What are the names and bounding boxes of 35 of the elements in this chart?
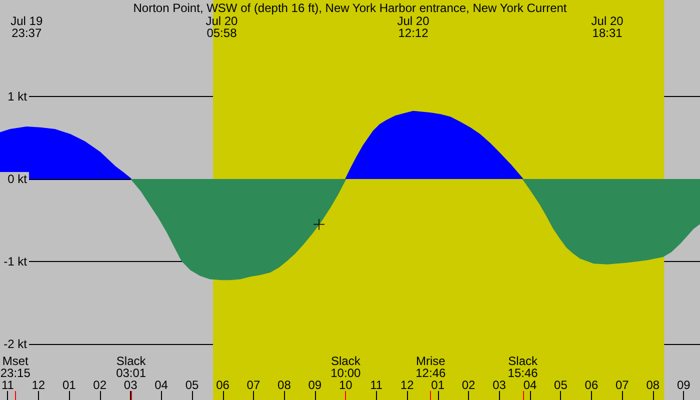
y-tick-label: 1 kt: [8, 89, 28, 104]
x-tick-label: 06: [584, 378, 598, 392]
x-tick-label: 05: [185, 378, 200, 392]
x2-tick-label: Jul 19 23:37: [10, 14, 43, 40]
x2-tick-label: Jul 20 12:12: [397, 14, 430, 40]
x-tick-label: 02: [93, 378, 107, 392]
annotation: Slack 03:01: [116, 354, 147, 380]
x-tick-label: 09: [308, 378, 322, 392]
y-tick-label: -1 kt: [4, 254, 28, 268]
x-tick-label: 04: [523, 378, 537, 392]
x-tick-label: 03: [124, 378, 138, 392]
x-tick-label: 01: [62, 378, 76, 392]
x-tick-label: 03: [492, 378, 506, 392]
x-tick-label: 04: [154, 378, 168, 392]
x-tick-label: 07: [615, 378, 630, 392]
x-tick-label: 09: [676, 378, 691, 392]
x-tick-label: 06: [216, 378, 230, 392]
x-tick-label: 02: [462, 378, 476, 392]
x-tick-label: 01: [431, 378, 445, 392]
x-tick-label: 11: [1, 378, 14, 392]
x-tick-label: 08: [278, 378, 292, 392]
x-tick-label: 11: [370, 378, 383, 392]
x-tick-label: 12: [32, 378, 46, 392]
y-tick-label: -2 kt: [4, 336, 28, 351]
x-tick-label: 10: [338, 378, 353, 392]
x2-tick-label: Jul 20 18:31: [591, 14, 624, 40]
x-tick-label: 12: [400, 378, 414, 392]
annotation: Slack 10:00: [330, 354, 362, 380]
x-tick-label: 05: [554, 378, 568, 392]
annotation: Mrise 12:46: [416, 354, 446, 380]
y-tick-label: 0 kt: [8, 172, 28, 186]
annotation: Slack 15:46: [508, 354, 538, 380]
x-tick-label: 07: [246, 378, 260, 392]
annotation: Mset 23:15: [0, 354, 31, 380]
x-tick-label: 08: [646, 378, 660, 392]
